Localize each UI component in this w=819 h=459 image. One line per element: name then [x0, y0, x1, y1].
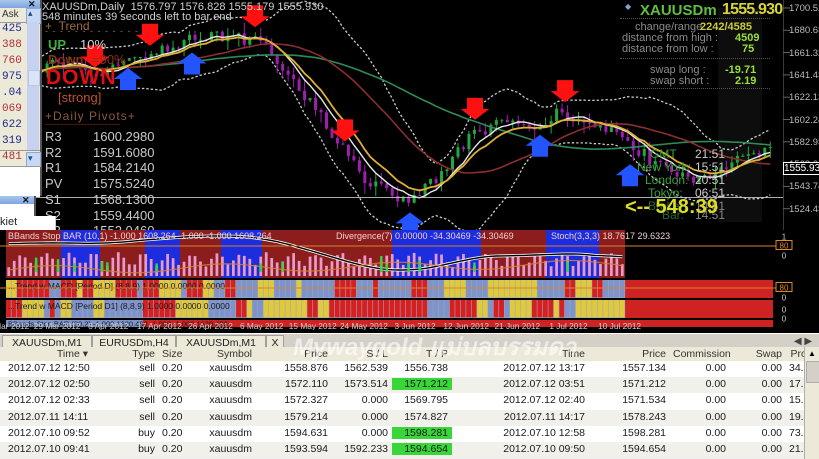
svg-text:17 Apr 2012: 17 Apr 2012 — [137, 321, 182, 330]
svg-text:20 Mar 2012: 20 Mar 2012 — [0, 321, 30, 330]
svg-text:80: 80 — [780, 241, 789, 250]
svg-text:80: 80 — [780, 283, 789, 292]
svg-text:...Trend w MACD [Period D] (8,: ...Trend w MACD [Period D] (8,8,9) 1.000… — [8, 281, 225, 291]
svg-text:0: 0 — [782, 251, 787, 260]
svg-text:26 Apr 2012: 26 Apr 2012 — [188, 321, 233, 330]
svg-text:1: 1 — [782, 232, 787, 241]
svg-text:8 Apr 2012: 8 Apr 2012 — [88, 321, 129, 330]
svg-text:Stoch(3,3,3) 18.7617 29.6323: Stoch(3,3,3) 18.7617 29.6323 — [551, 231, 670, 241]
svg-text:Divergence(7) 0.00000 -34.3046: Divergence(7) 0.00000 -34.30469 -34.3046… — [336, 231, 514, 241]
svg-text:...Trend w MACD [Period D1] (8: ...Trend w MACD [Period D1] (8,8,9) 1.00… — [8, 301, 230, 311]
svg-text:0: 0 — [782, 314, 787, 323]
svg-text:BBands Stop BAR (10,1) -1.000: BBands Stop BAR (10,1) -1.000 1608.264 -… — [8, 231, 272, 241]
svg-text:0: 0 — [782, 293, 787, 302]
svg-text:6 May 2012: 6 May 2012 — [240, 321, 284, 330]
svg-text:29 Mar 2012: 29 Mar 2012 — [34, 321, 81, 330]
svg-text:0: 0 — [782, 305, 787, 314]
